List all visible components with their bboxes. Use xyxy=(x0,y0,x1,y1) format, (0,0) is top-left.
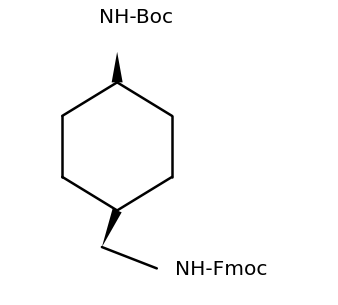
Text: NH-Boc: NH-Boc xyxy=(99,9,173,27)
Polygon shape xyxy=(102,209,122,247)
Text: NH-Fmoc: NH-Fmoc xyxy=(175,260,267,279)
Polygon shape xyxy=(112,52,123,82)
